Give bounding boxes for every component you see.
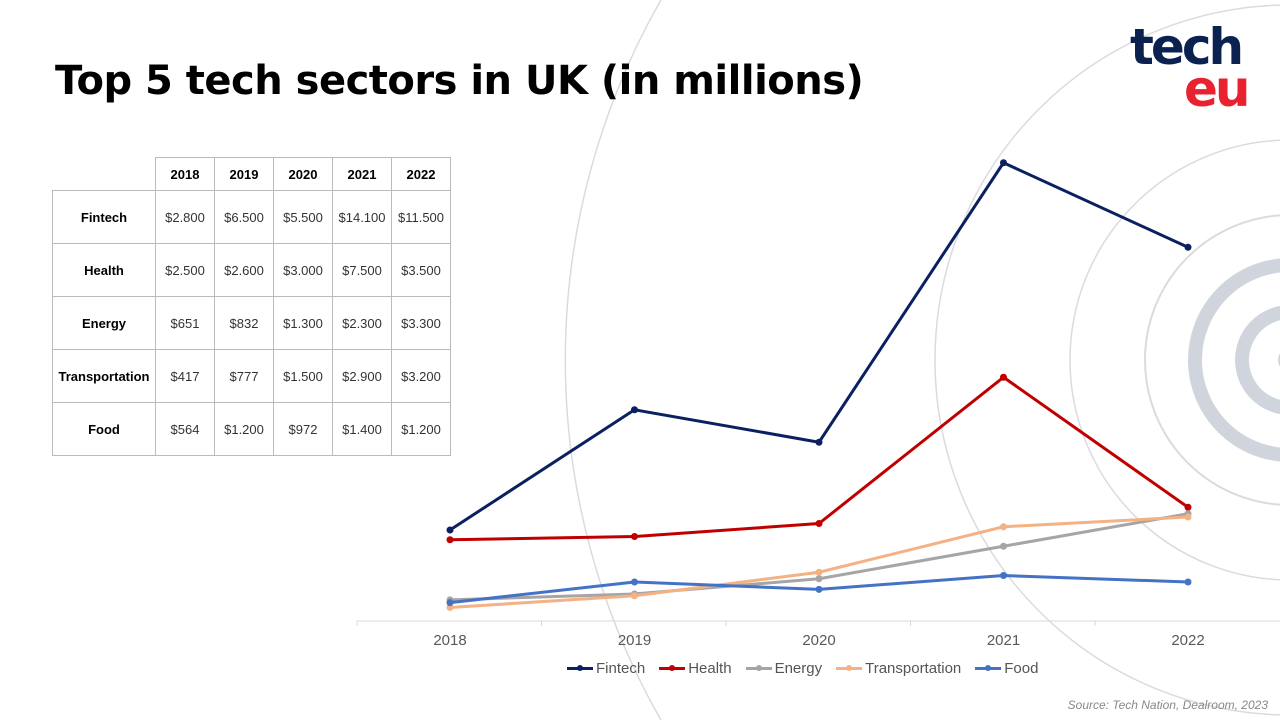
table-row: Health $2.500 $2.600 $3.000 $7.500 $3.500 [52,243,451,297]
row-label: Transportation [52,349,156,403]
data-point [815,568,823,576]
x-tick-label: 2021 [987,632,1020,649]
data-point [1000,373,1007,381]
legend-item: Food [975,660,1038,677]
row-label: Health [52,243,156,297]
legend-swatch [745,665,772,671]
table-cell: $564 [155,402,215,456]
data-point [1000,542,1007,550]
x-tick-label: 2022 [1171,632,1204,649]
table-cell: $3.500 [391,243,451,297]
legend-label: Health [688,660,732,677]
data-point [1184,513,1192,521]
table-cell: $1.500 [273,349,333,403]
series-transportation [446,513,1192,611]
data-point [1000,523,1007,531]
table-cell: $2.900 [332,349,392,403]
table-cell: $1.200 [214,402,274,456]
table-row: Food $564 $1.200 $972 $1.400 $1.200 [52,402,451,456]
data-point [631,592,638,600]
legend-label: Fintech [596,660,646,677]
col-header: 2019 [214,157,274,191]
col-header: 2021 [332,157,392,191]
table-cell: $3.300 [391,296,451,350]
page-title: Top 5 tech sectors in UK (in millions) [55,58,864,104]
row-label: Fintech [52,190,156,244]
svg-text:tech: tech [1130,18,1241,76]
table-cell: $5.500 [273,190,333,244]
row-label: Energy [52,296,156,350]
row-label: Food [52,402,156,456]
legend-item: Transportation [836,660,961,677]
data-point [631,578,638,586]
table-cell: $651 [155,296,215,350]
table-cell: $832 [214,296,274,350]
legend-item: Fintech [567,660,645,677]
x-tick-label: 2018 [433,632,466,649]
series-line [449,515,1189,609]
source-note: Source: Tech Nation, Dealroom, 2023 [1067,698,1268,712]
table-cell: $3.200 [391,349,451,403]
legend-swatch [975,665,1002,671]
series-line [449,161,1189,532]
legend-item: Health [659,660,732,677]
tech-eu-logo: tech eu [1130,18,1251,114]
series-health [446,373,1192,544]
data-point [815,438,823,446]
table-cell: $2.300 [332,296,392,350]
series-food [446,572,1192,607]
legend-label: Energy [774,660,823,677]
series-fintech [446,159,1192,534]
x-tick-label: 2019 [618,632,651,649]
table-cell: $777 [214,349,274,403]
data-point [631,533,638,540]
table-row: Energy $651 $832 $1.300 $2.300 $3.300 [52,296,451,350]
table-cell: $2.600 [214,243,274,297]
table-cell: $11.500 [391,190,451,244]
table-cell: $417 [155,349,215,403]
legend-swatch [567,665,593,671]
table-cell: $6.500 [214,190,274,244]
table-cell: $1.300 [273,296,333,350]
col-header: 2018 [155,157,215,191]
legend-label: Transportation [865,660,962,677]
sectors-table: 2018 2019 2020 2021 2022 Fintech $2.800 $6… [52,157,451,456]
chart-legend: Fintech Health Energy Transportation Food [567,660,1038,677]
data-point [815,585,823,593]
table-cell: $7.500 [332,243,392,297]
table-cell: $972 [273,402,333,456]
data-point [1184,243,1192,251]
col-header: 2020 [273,157,333,191]
data-point [1000,572,1007,579]
legend-item: Energy [745,660,823,677]
data-point [446,599,454,607]
table-row: Fintech $2.800 $6.500 $5.500 $14.100 $11.500 [52,190,451,244]
data-point [631,406,638,414]
col-header: 2022 [391,157,451,191]
table-cell: $2.800 [155,190,215,244]
data-point [446,536,454,544]
table-cell: $1.400 [332,402,392,456]
table-cell: $14.100 [332,190,392,244]
svg-text:eu: eu [1184,60,1248,114]
data-point [815,575,823,583]
data-point [1000,159,1007,167]
table-cell: $2.500 [155,243,215,297]
legend-swatch [836,665,863,671]
table-row: Transportation $417 $777 $1.500 $2.900 $3.200 [52,349,451,403]
table-cell: $1.200 [391,402,451,456]
data-point [446,526,454,534]
legend-label: Food [1004,660,1039,677]
data-point [1184,503,1192,511]
table-header-row: 2018 2019 2020 2021 2022 [52,157,451,191]
x-tick-label: 2020 [802,632,835,649]
legend-swatch [659,665,686,671]
data-point [1184,578,1192,586]
table-cell: $3.000 [273,243,333,297]
data-point [815,520,823,527]
